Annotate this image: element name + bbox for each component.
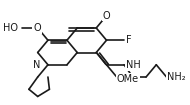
Text: NH₂: NH₂: [167, 72, 186, 82]
Text: OMe: OMe: [117, 74, 139, 84]
Text: NH: NH: [126, 60, 141, 70]
Text: O: O: [103, 11, 110, 21]
Text: HO: HO: [3, 23, 18, 33]
Text: N: N: [33, 60, 41, 70]
Text: O: O: [33, 23, 41, 33]
Text: F: F: [126, 35, 132, 45]
